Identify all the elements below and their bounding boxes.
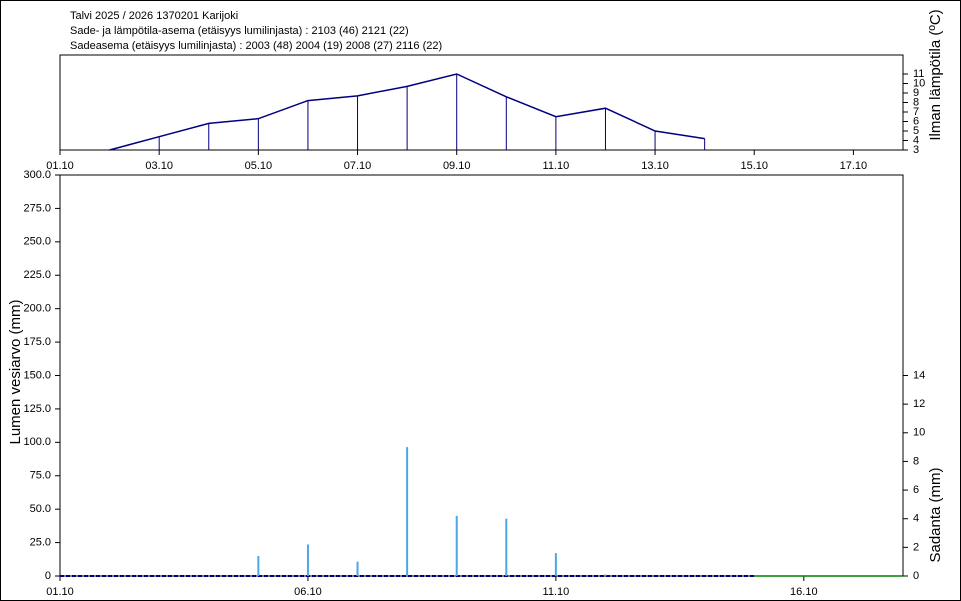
- y-tick-label: 10: [913, 77, 925, 89]
- y2-tick-label: 2: [913, 541, 919, 553]
- y2-tick-label: 12: [913, 398, 925, 410]
- y-axis-title: Lumen vesiarvo (mm): [7, 299, 24, 444]
- y-tick-label: 7: [913, 106, 919, 118]
- x-tick-label: 17.10: [840, 160, 868, 172]
- y-tick-label: 4: [913, 134, 919, 146]
- bar: [505, 518, 508, 576]
- bar: [356, 561, 359, 576]
- y2-tick-label: 6: [913, 484, 919, 496]
- y2-tick-label: 10: [913, 427, 925, 439]
- bar: [604, 574, 607, 576]
- x-tick-label: 03.10: [145, 160, 173, 172]
- y-axis-title: Ilman lämpötila (ºC): [927, 9, 944, 140]
- y-tick-label: 275.0: [23, 202, 51, 214]
- bar: [306, 544, 309, 576]
- y-tick-label: 300.0: [23, 169, 51, 181]
- y-tick-label: 50.0: [30, 503, 51, 515]
- bar: [455, 515, 458, 576]
- y-tick-label: 75.0: [30, 470, 51, 482]
- y-tick-label: 3: [913, 144, 919, 156]
- subtitle: Sadeasema (etäisyys lumilinjasta) : 2003…: [70, 40, 442, 52]
- y-tick-label: 125.0: [23, 403, 51, 415]
- y2-axis-title: Sadanta (mm): [927, 467, 944, 562]
- y-tick-label: 6: [913, 115, 919, 127]
- y-tick-label: 8: [913, 96, 919, 108]
- chart-title: Talvi 2025 / 2026 1370201 Karijoki: [70, 10, 238, 22]
- data-line: [109, 73, 705, 151]
- y-tick-label: 150.0: [23, 369, 51, 381]
- x-tick-label: 11.10: [543, 586, 570, 598]
- x-tick-label: 16.10: [790, 586, 818, 598]
- x-tick-label: 09.10: [443, 160, 471, 172]
- y2-tick-label: 14: [913, 369, 925, 381]
- y-tick-label: 9: [913, 87, 919, 99]
- y2-tick-label: 8: [913, 455, 919, 467]
- y-tick-label: 5: [913, 125, 919, 137]
- x-tick-label: 13.10: [641, 160, 669, 172]
- y2-tick-label: 4: [913, 513, 919, 525]
- y-tick-label: 100.0: [23, 436, 51, 448]
- y-tick-label: 0: [45, 570, 51, 582]
- bar: [406, 447, 409, 576]
- x-tick-label: 07.10: [344, 160, 372, 172]
- x-tick-label: 11.10: [543, 160, 570, 172]
- bar: [554, 553, 557, 576]
- y-tick-label: 250.0: [23, 236, 51, 248]
- y-tick-label: 11: [913, 68, 924, 80]
- x-tick-label: 05.10: [245, 160, 273, 172]
- x-tick-label: 06.10: [294, 586, 322, 598]
- y-tick-label: 25.0: [30, 536, 51, 548]
- x-tick-label: 01.10: [46, 586, 74, 598]
- x-tick-label: 01.10: [46, 160, 74, 172]
- y-tick-label: 175.0: [23, 336, 51, 348]
- y-tick-label: 225.0: [23, 269, 51, 281]
- subtitle: Sade- ja lämpötila-asema (etäisyys lumil…: [70, 25, 409, 37]
- bar: [257, 555, 260, 576]
- x-tick-label: 15.10: [740, 160, 768, 172]
- y-tick-label: 200.0: [23, 303, 51, 315]
- y2-tick-label: 0: [913, 570, 919, 582]
